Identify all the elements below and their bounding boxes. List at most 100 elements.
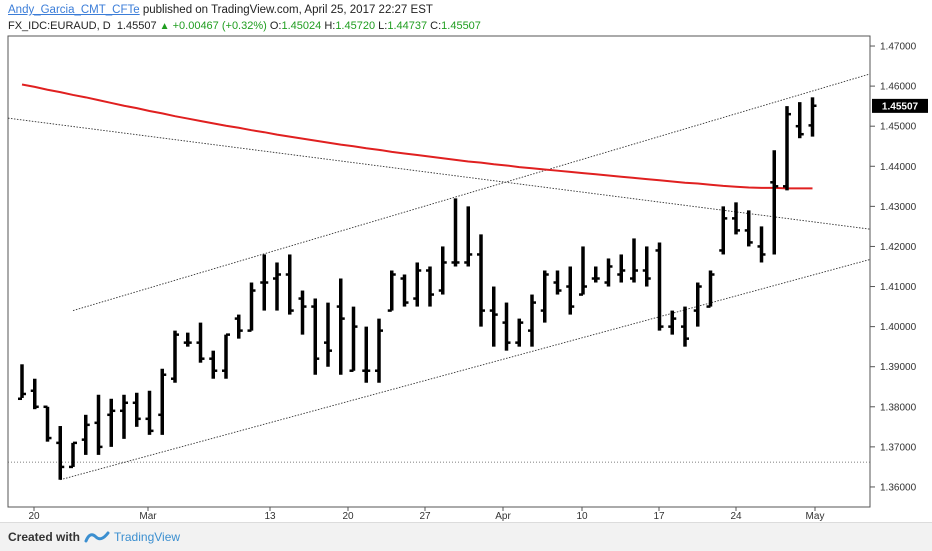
ohlc-bar — [579, 246, 587, 296]
ohlc-bar — [464, 206, 473, 267]
x-tick-label: 20 — [342, 511, 354, 522]
x-tick-label: 17 — [653, 511, 665, 522]
time-axis[interactable]: 20 Mar 13 20 27 Apr 10 17 24 May — [28, 507, 824, 522]
ohlc-bar — [566, 266, 575, 315]
ohlc-bar — [171, 330, 179, 383]
trendline-1 — [60, 259, 871, 481]
close-value: 1.45507 — [441, 20, 481, 32]
ohlc-bar — [183, 332, 192, 347]
ohlc-bar — [18, 364, 26, 401]
plot-frame — [7, 35, 871, 508]
y-tick-label: 1.43000 — [880, 202, 917, 213]
last-price: 1.45507 — [116, 20, 157, 32]
ohlc-bar — [273, 262, 281, 311]
ohlc-bar — [145, 390, 154, 435]
ohlc-bar — [706, 270, 715, 308]
ohlc-bar — [158, 368, 167, 435]
high-value: 1.45720 — [335, 20, 376, 32]
ohlc-bar — [81, 414, 90, 455]
x-tick-label: 27 — [419, 511, 431, 522]
ohlc-bars — [18, 97, 817, 480]
ohlc-bar — [107, 398, 116, 447]
ohlc-bar — [222, 333, 230, 379]
x-tick-label: 13 — [264, 511, 276, 522]
moving-average — [21, 83, 813, 190]
ohlc-bar — [336, 278, 345, 375]
ohlc-bar — [502, 302, 511, 351]
x-tick-label: Mar — [139, 511, 157, 522]
open-value: 1.45024 — [281, 20, 322, 32]
ohlc-bar — [681, 306, 689, 347]
ohlc-bar — [757, 226, 766, 263]
y-tick-label: 1.38000 — [880, 402, 917, 413]
ohlc-bar — [43, 405, 52, 442]
ohlc-bar — [783, 106, 791, 191]
ohlc-bar — [209, 350, 218, 379]
ohlc-bar — [120, 394, 128, 439]
ohlc-bar — [426, 266, 434, 307]
ohlc-bar — [413, 262, 422, 307]
x-tick-label: May — [806, 511, 825, 522]
y-tick-label: 1.36000 — [880, 482, 917, 493]
ohlc-bar — [540, 270, 549, 323]
footer-bar: Created with TradingView — [0, 522, 932, 551]
ohlc-bar — [604, 258, 613, 287]
ohlc-bar — [591, 266, 600, 283]
low-value: 1.44737 — [387, 20, 428, 32]
y-tick-label: 1.41000 — [880, 282, 917, 293]
trendlines — [7, 73, 871, 481]
ohlc-bar — [387, 270, 396, 312]
author-link[interactable]: Andy_Garcia_CMT_CFTe — [8, 4, 140, 16]
ohlc-bar — [196, 322, 205, 363]
ohlc-bar — [132, 392, 141, 427]
created-with-label: Created with — [8, 530, 81, 544]
y-tick-label: 1.45000 — [880, 122, 917, 133]
ohlc-bar — [375, 318, 383, 383]
x-tick-label: Apr — [495, 511, 511, 522]
ohlc-bar — [732, 202, 740, 235]
ohlc-bar — [655, 242, 664, 331]
open-label: O: — [269, 20, 282, 32]
price-axis[interactable]: 1.47000 1.46000 1.45000 1.44000 1.43000 1.420… — [870, 42, 917, 494]
change-value: +0.00467 (+0.32%) — [172, 20, 267, 32]
ohlc-bar — [668, 310, 677, 335]
chart-header: Andy_Garcia_CMT_CFTe published on Tradin… — [8, 4, 433, 16]
ohlc-bar — [744, 210, 753, 247]
ohlc-bar — [489, 286, 498, 347]
ohlc-bar — [260, 254, 269, 311]
x-tick-label: 10 — [576, 511, 588, 522]
price-chart[interactable]: 1.47000 1.46000 1.45000 1.44000 1.43000 1.420… — [0, 0, 932, 522]
trendline-2 — [72, 73, 871, 312]
tradingview-logo-icon[interactable] — [84, 529, 110, 550]
ohlc-bar — [808, 97, 817, 137]
ohlc-bar — [285, 254, 294, 315]
ohlc-bar — [515, 318, 524, 347]
close-label: C: — [430, 20, 442, 32]
ohlc-bar — [630, 238, 638, 283]
tradingview-brand-link[interactable]: TradingView — [114, 530, 181, 544]
last-price-marker: 1.45507 — [872, 98, 928, 113]
ohlc-bar — [349, 306, 358, 372]
last-price-tag — [872, 98, 928, 113]
y-tick-label: 1.37000 — [880, 442, 917, 453]
symbol-label: FX_IDC:EURAUD, D — [8, 20, 111, 32]
y-tick-label: 1.39000 — [880, 362, 917, 373]
ohlc-bar — [528, 294, 536, 347]
ohlc-bar — [693, 282, 702, 327]
ohlc-bar — [247, 282, 256, 332]
y-tick-label: 1.44000 — [880, 162, 917, 173]
ohlc-bar — [324, 302, 332, 367]
ohlc-bar — [94, 394, 103, 455]
ohlc-bar — [770, 150, 779, 255]
x-tick-label: 24 — [730, 511, 742, 522]
ohlc-bar — [438, 246, 447, 295]
ohlc-bar — [362, 326, 371, 383]
ohlc-bar — [795, 102, 804, 139]
ohlc-bar — [69, 441, 77, 469]
ohlc-bar — [719, 206, 728, 255]
ohlc-bar — [477, 234, 485, 327]
trendline-3 — [7, 117, 871, 230]
y-tick-label: 1.42000 — [880, 242, 917, 253]
ohlc-bar — [617, 254, 626, 283]
publish-info: published on TradingView.com, April 25, … — [142, 4, 433, 16]
